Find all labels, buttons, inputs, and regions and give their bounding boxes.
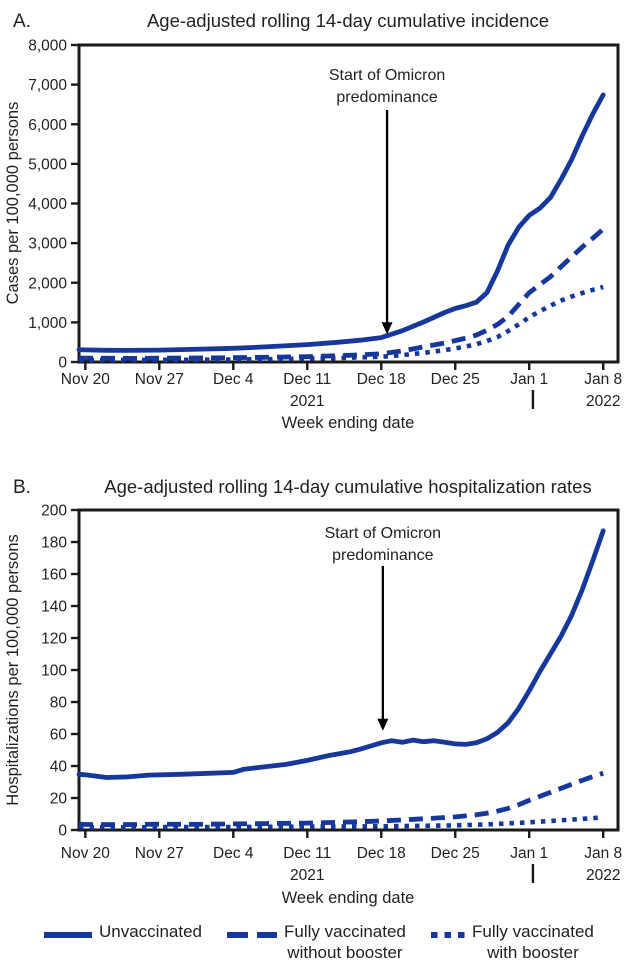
y-tick-label: 8,000 xyxy=(28,38,67,55)
x-tick-label: Jan 1 xyxy=(510,845,548,862)
legend-item-fully-vaccinated-without-booster: Fully vaccinated without booster xyxy=(227,921,406,963)
dotted-line-key-icon xyxy=(431,932,465,938)
x-tick-label: Jan 8 xyxy=(584,371,622,388)
x-tick-label: Dec 18 xyxy=(357,371,406,388)
x-tick-label: Nov 20 xyxy=(61,371,110,388)
y-tick-label: 60 xyxy=(50,727,68,744)
annotation-text-line: predominance xyxy=(332,547,434,564)
series-line-unvaccinated xyxy=(76,528,606,780)
y-tick-label: 4,000 xyxy=(28,196,67,213)
panel-b-title: Age-adjusted rolling 14-day cumulative h… xyxy=(104,476,591,497)
legend: Unvaccinated Fully vaccinated without bo… xyxy=(0,921,635,971)
panel-b-plot-area: 0 20 40 60 80 100 120 140 160 180 200 Nov 20 Nov 27 D… xyxy=(41,503,622,885)
legend-label: Unvaccinated xyxy=(99,922,203,941)
x-tick-label: Nov 27 xyxy=(135,371,184,388)
panel-a-label: A. xyxy=(13,11,31,32)
y-tick-label: 0 xyxy=(58,355,67,372)
panel-a-x-axis-label: Week ending date xyxy=(282,414,415,432)
series-line-fully-vaccinated-without-booster xyxy=(78,227,605,361)
solid-line-key-icon xyxy=(44,932,92,938)
annotation-arrow-head xyxy=(381,322,393,335)
y-tick-label: 100 xyxy=(41,663,67,680)
x-tick-label: Nov 27 xyxy=(135,845,184,862)
y-tick-label: 160 xyxy=(41,567,67,584)
panel-a-y-axis-label: Cases per 100,000 persons xyxy=(4,102,22,305)
dashed-line-key-icon xyxy=(227,932,277,938)
x-tick-label: Jan 1 xyxy=(510,371,548,388)
legend-label: Fully vaccinated xyxy=(472,922,594,941)
x-tick-label: Nov 20 xyxy=(61,845,110,862)
legend-label: Fully vaccinated xyxy=(284,922,406,941)
y-tick-label: 6,000 xyxy=(28,117,67,134)
panel-a-title: Age-adjusted rolling 14-day cumulative i… xyxy=(147,10,549,31)
y-tick-label: 3,000 xyxy=(28,236,67,253)
y-tick-label: 140 xyxy=(41,599,67,616)
legend-label: with booster xyxy=(487,943,579,962)
series-line-fully-vaccinated-without-booster xyxy=(78,770,604,828)
y-tick-label: 40 xyxy=(50,759,68,776)
year-label: 2022 xyxy=(586,867,620,884)
panel-b-x-axis-label: Week ending date xyxy=(282,889,415,907)
x-tick-label: Jan 8 xyxy=(584,845,622,862)
x-tick-label: Dec 11 xyxy=(283,371,331,388)
panel-b-chart: B. Age-adjusted rolling 14-day cumulativ… xyxy=(4,476,622,907)
y-tick-label: 120 xyxy=(41,631,67,648)
y-tick-label: 180 xyxy=(41,535,67,552)
x-tick-label: Dec 11 xyxy=(283,845,331,862)
y-tick-label: 5,000 xyxy=(28,156,67,173)
annotation-text-line: Start of Omicron xyxy=(329,67,445,84)
annotation-text-line: predominance xyxy=(336,89,438,106)
panel-a-chart: A. Age-adjusted rolling 14-day cumulativ… xyxy=(4,10,622,432)
panel-b-label: B. xyxy=(13,477,31,498)
panel-a-plot-area: 0 1,000 2,000 3,000 4,000 5,000 6,000 7,000 8,00… xyxy=(28,38,622,411)
annotation-arrow-head xyxy=(377,718,389,731)
y-tick-label: 0 xyxy=(58,823,67,840)
year-label: 2022 xyxy=(586,393,620,410)
x-tick-label: Dec 18 xyxy=(357,845,406,862)
series-line-fully-vaccinated-with-booster xyxy=(79,814,604,830)
annotation-text-line: Start of Omicron xyxy=(325,525,441,542)
series-line-unvaccinated xyxy=(76,92,606,353)
y-tick-label: 20 xyxy=(50,791,68,808)
y-tick-label: 2,000 xyxy=(28,275,67,292)
y-tick-label: 7,000 xyxy=(28,77,67,94)
x-tick-label: Dec 4 xyxy=(213,371,254,388)
legend-label: without booster xyxy=(287,943,403,962)
y-tick-label: 1,000 xyxy=(28,315,67,332)
panel-b-y-axis-label: Hospitalizations per 100,000 persons xyxy=(4,534,22,806)
year-label: 2021 xyxy=(290,867,324,884)
legend-item-fully-vaccinated-with-booster: Fully vaccinated with booster xyxy=(431,921,594,963)
legend-item-unvaccinated: Unvaccinated xyxy=(44,921,202,942)
x-tick-label: Dec 4 xyxy=(213,845,254,862)
x-tick-label: Dec 25 xyxy=(431,845,480,862)
year-label: 2021 xyxy=(290,393,324,410)
x-tick-label: Dec 25 xyxy=(431,371,480,388)
y-tick-label: 80 xyxy=(50,695,68,712)
y-tick-label: 200 xyxy=(41,503,67,520)
